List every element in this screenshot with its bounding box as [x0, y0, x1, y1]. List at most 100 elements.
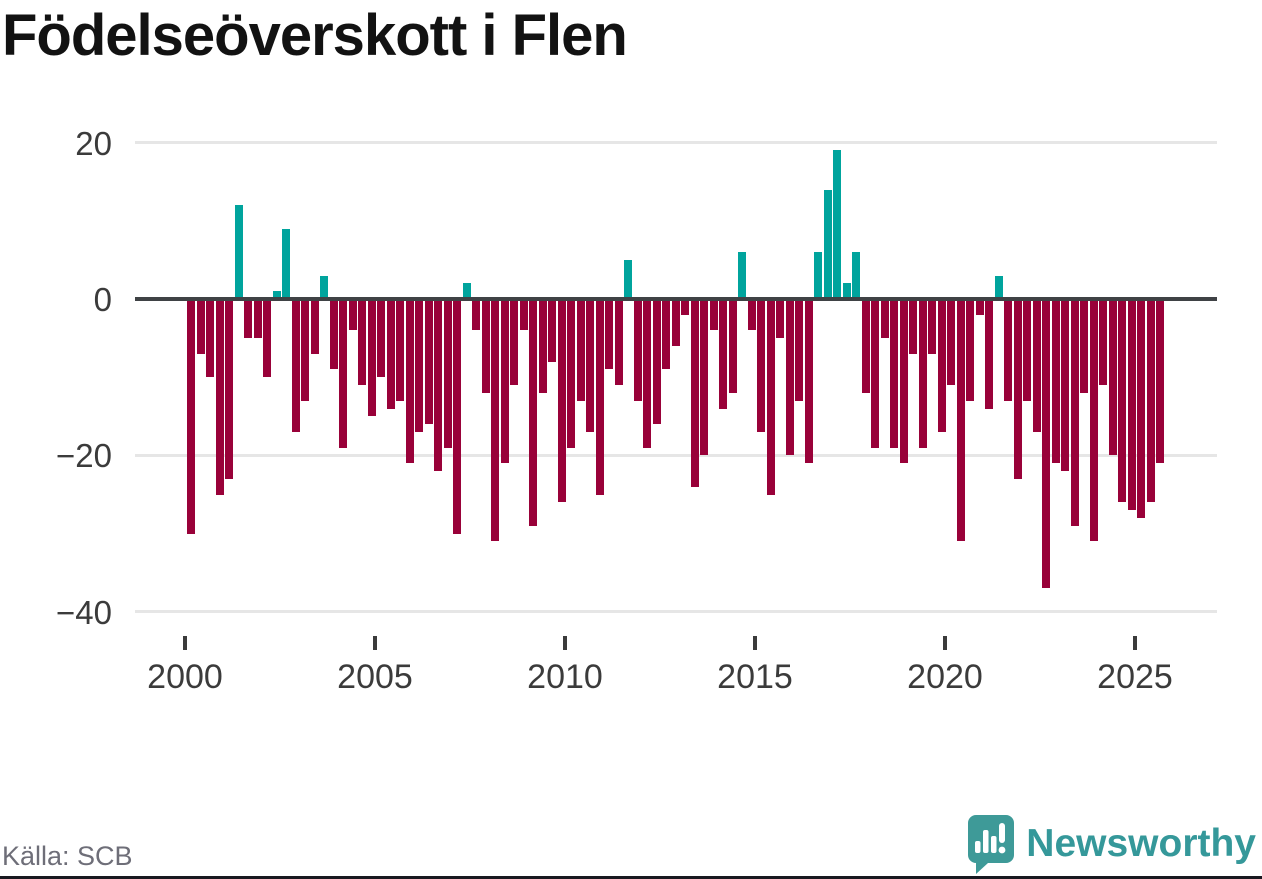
bar-2013Q4 — [709, 299, 718, 331]
bar-2001Q4 — [253, 299, 262, 339]
bar-2013Q3 — [700, 299, 708, 456]
bar-2016Q1 — [795, 299, 803, 401]
bar-2001Q2 — [234, 205, 243, 299]
bar-2006Q1 — [415, 299, 423, 432]
bar-2012Q2 — [652, 299, 661, 425]
bar-2005Q2 — [386, 299, 395, 409]
bar-2021Q3 — [1004, 299, 1012, 401]
x-tick-2015 — [753, 636, 757, 650]
bar-2003Q1 — [301, 299, 309, 401]
bar-2000Q4 — [215, 299, 224, 495]
bar-2013Q1 — [681, 299, 689, 315]
bar-2019Q4 — [937, 299, 946, 432]
bar-2014Q4 — [747, 299, 756, 331]
bar-2017Q2 — [842, 283, 851, 299]
bar-2002Q3 — [282, 228, 290, 299]
y-axis-label--40: −40 — [56, 593, 112, 631]
bar-2004Q2 — [348, 299, 357, 331]
bar-2005Q4 — [405, 299, 414, 464]
bar-2002Q2 — [272, 291, 281, 299]
bar-2008Q3 — [510, 299, 518, 385]
bar-2003Q4 — [329, 299, 338, 370]
bar-2014Q1 — [719, 299, 727, 409]
x-axis-label-2025: 2025 — [1097, 658, 1173, 696]
x-tick-2005 — [373, 636, 377, 650]
bar-2000Q1 — [187, 299, 195, 534]
bar-2014Q2 — [728, 299, 737, 393]
bar-2008Q2 — [500, 299, 509, 464]
x-axis-label-2020: 2020 — [907, 658, 983, 696]
bar-2008Q4 — [519, 299, 528, 331]
bar-2002Q1 — [263, 299, 271, 378]
brand-name: Newsworthy — [1026, 822, 1256, 865]
bar-2007Q1 — [453, 299, 461, 534]
bar-2022Q4 — [1051, 299, 1060, 464]
bar-2019Q3 — [928, 299, 936, 354]
bar-2016Q4 — [823, 189, 832, 299]
x-tick-2010 — [563, 636, 567, 650]
bar-2006Q4 — [443, 299, 452, 448]
x-axis-label-2000: 2000 — [147, 658, 223, 696]
bar-2011Q2 — [614, 299, 623, 385]
bar-2014Q3 — [738, 252, 746, 299]
source-note: Källa: SCB — [2, 841, 133, 871]
bar-2025Q1 — [1137, 299, 1145, 518]
bar-2024Q2 — [1108, 299, 1117, 456]
bar-2010Q2 — [576, 299, 585, 401]
bar-2004Q4 — [367, 299, 376, 417]
bar-2020Q2 — [956, 299, 965, 542]
gridline-y-40 — [135, 610, 1217, 614]
bar-2005Q3 — [396, 299, 404, 401]
newsworthy-logo-icon — [968, 815, 1015, 874]
bar-2019Q2 — [918, 299, 927, 448]
bar-2025Q2 — [1146, 299, 1155, 503]
bar-2013Q2 — [690, 299, 699, 487]
bar-2017Q4 — [861, 299, 870, 393]
bar-2018Q1 — [871, 299, 879, 448]
bar-2010Q1 — [567, 299, 575, 448]
bar-2024Q1 — [1099, 299, 1107, 385]
bar-2005Q1 — [377, 299, 385, 378]
bar-2023Q3 — [1080, 299, 1088, 393]
bar-2007Q2 — [462, 283, 471, 299]
x-tick-2000 — [183, 636, 187, 650]
bar-2025Q3 — [1156, 299, 1164, 464]
gridline-y20 — [135, 141, 1217, 145]
gridline-y-20 — [135, 453, 1217, 457]
bar-2022Q3 — [1042, 299, 1050, 589]
x-axis-label-2015: 2015 — [717, 658, 793, 696]
bar-2009Q2 — [538, 299, 547, 393]
bar-2021Q2 — [994, 275, 1003, 299]
bottom-rule — [0, 876, 1262, 879]
bar-2017Q1 — [833, 150, 841, 299]
chart-title: Födelseöverskott i Flen — [2, 3, 628, 68]
bar-2012Q3 — [662, 299, 670, 370]
bar-2020Q1 — [947, 299, 955, 385]
bar-2023Q4 — [1089, 299, 1098, 542]
bar-2024Q4 — [1127, 299, 1136, 511]
bar-2002Q4 — [291, 299, 300, 432]
bar-2006Q3 — [434, 299, 442, 471]
y-axis-label--20: −20 — [56, 437, 112, 475]
x-axis-label-2010: 2010 — [527, 658, 603, 696]
bar-2021Q4 — [1013, 299, 1022, 479]
bar-2022Q2 — [1032, 299, 1041, 432]
y-axis-label-20: 20 — [75, 124, 112, 162]
bar-2011Q4 — [633, 299, 642, 401]
bar-2012Q1 — [643, 299, 651, 448]
bar-2003Q2 — [310, 299, 319, 354]
y-axis-label-0: 0 — [93, 281, 112, 318]
bar-2023Q1 — [1061, 299, 1069, 471]
bar-2018Q2 — [880, 299, 889, 339]
bar-2015Q2 — [766, 299, 775, 495]
bar-2011Q1 — [605, 299, 613, 370]
bar-2023Q2 — [1070, 299, 1079, 526]
bar-2020Q3 — [966, 299, 974, 401]
bar-2001Q1 — [225, 299, 233, 479]
bar-2000Q3 — [206, 299, 214, 378]
bar-2007Q4 — [481, 299, 490, 393]
bar-2016Q2 — [804, 299, 813, 464]
bar-2018Q3 — [890, 299, 898, 448]
bar-2010Q3 — [586, 299, 594, 432]
